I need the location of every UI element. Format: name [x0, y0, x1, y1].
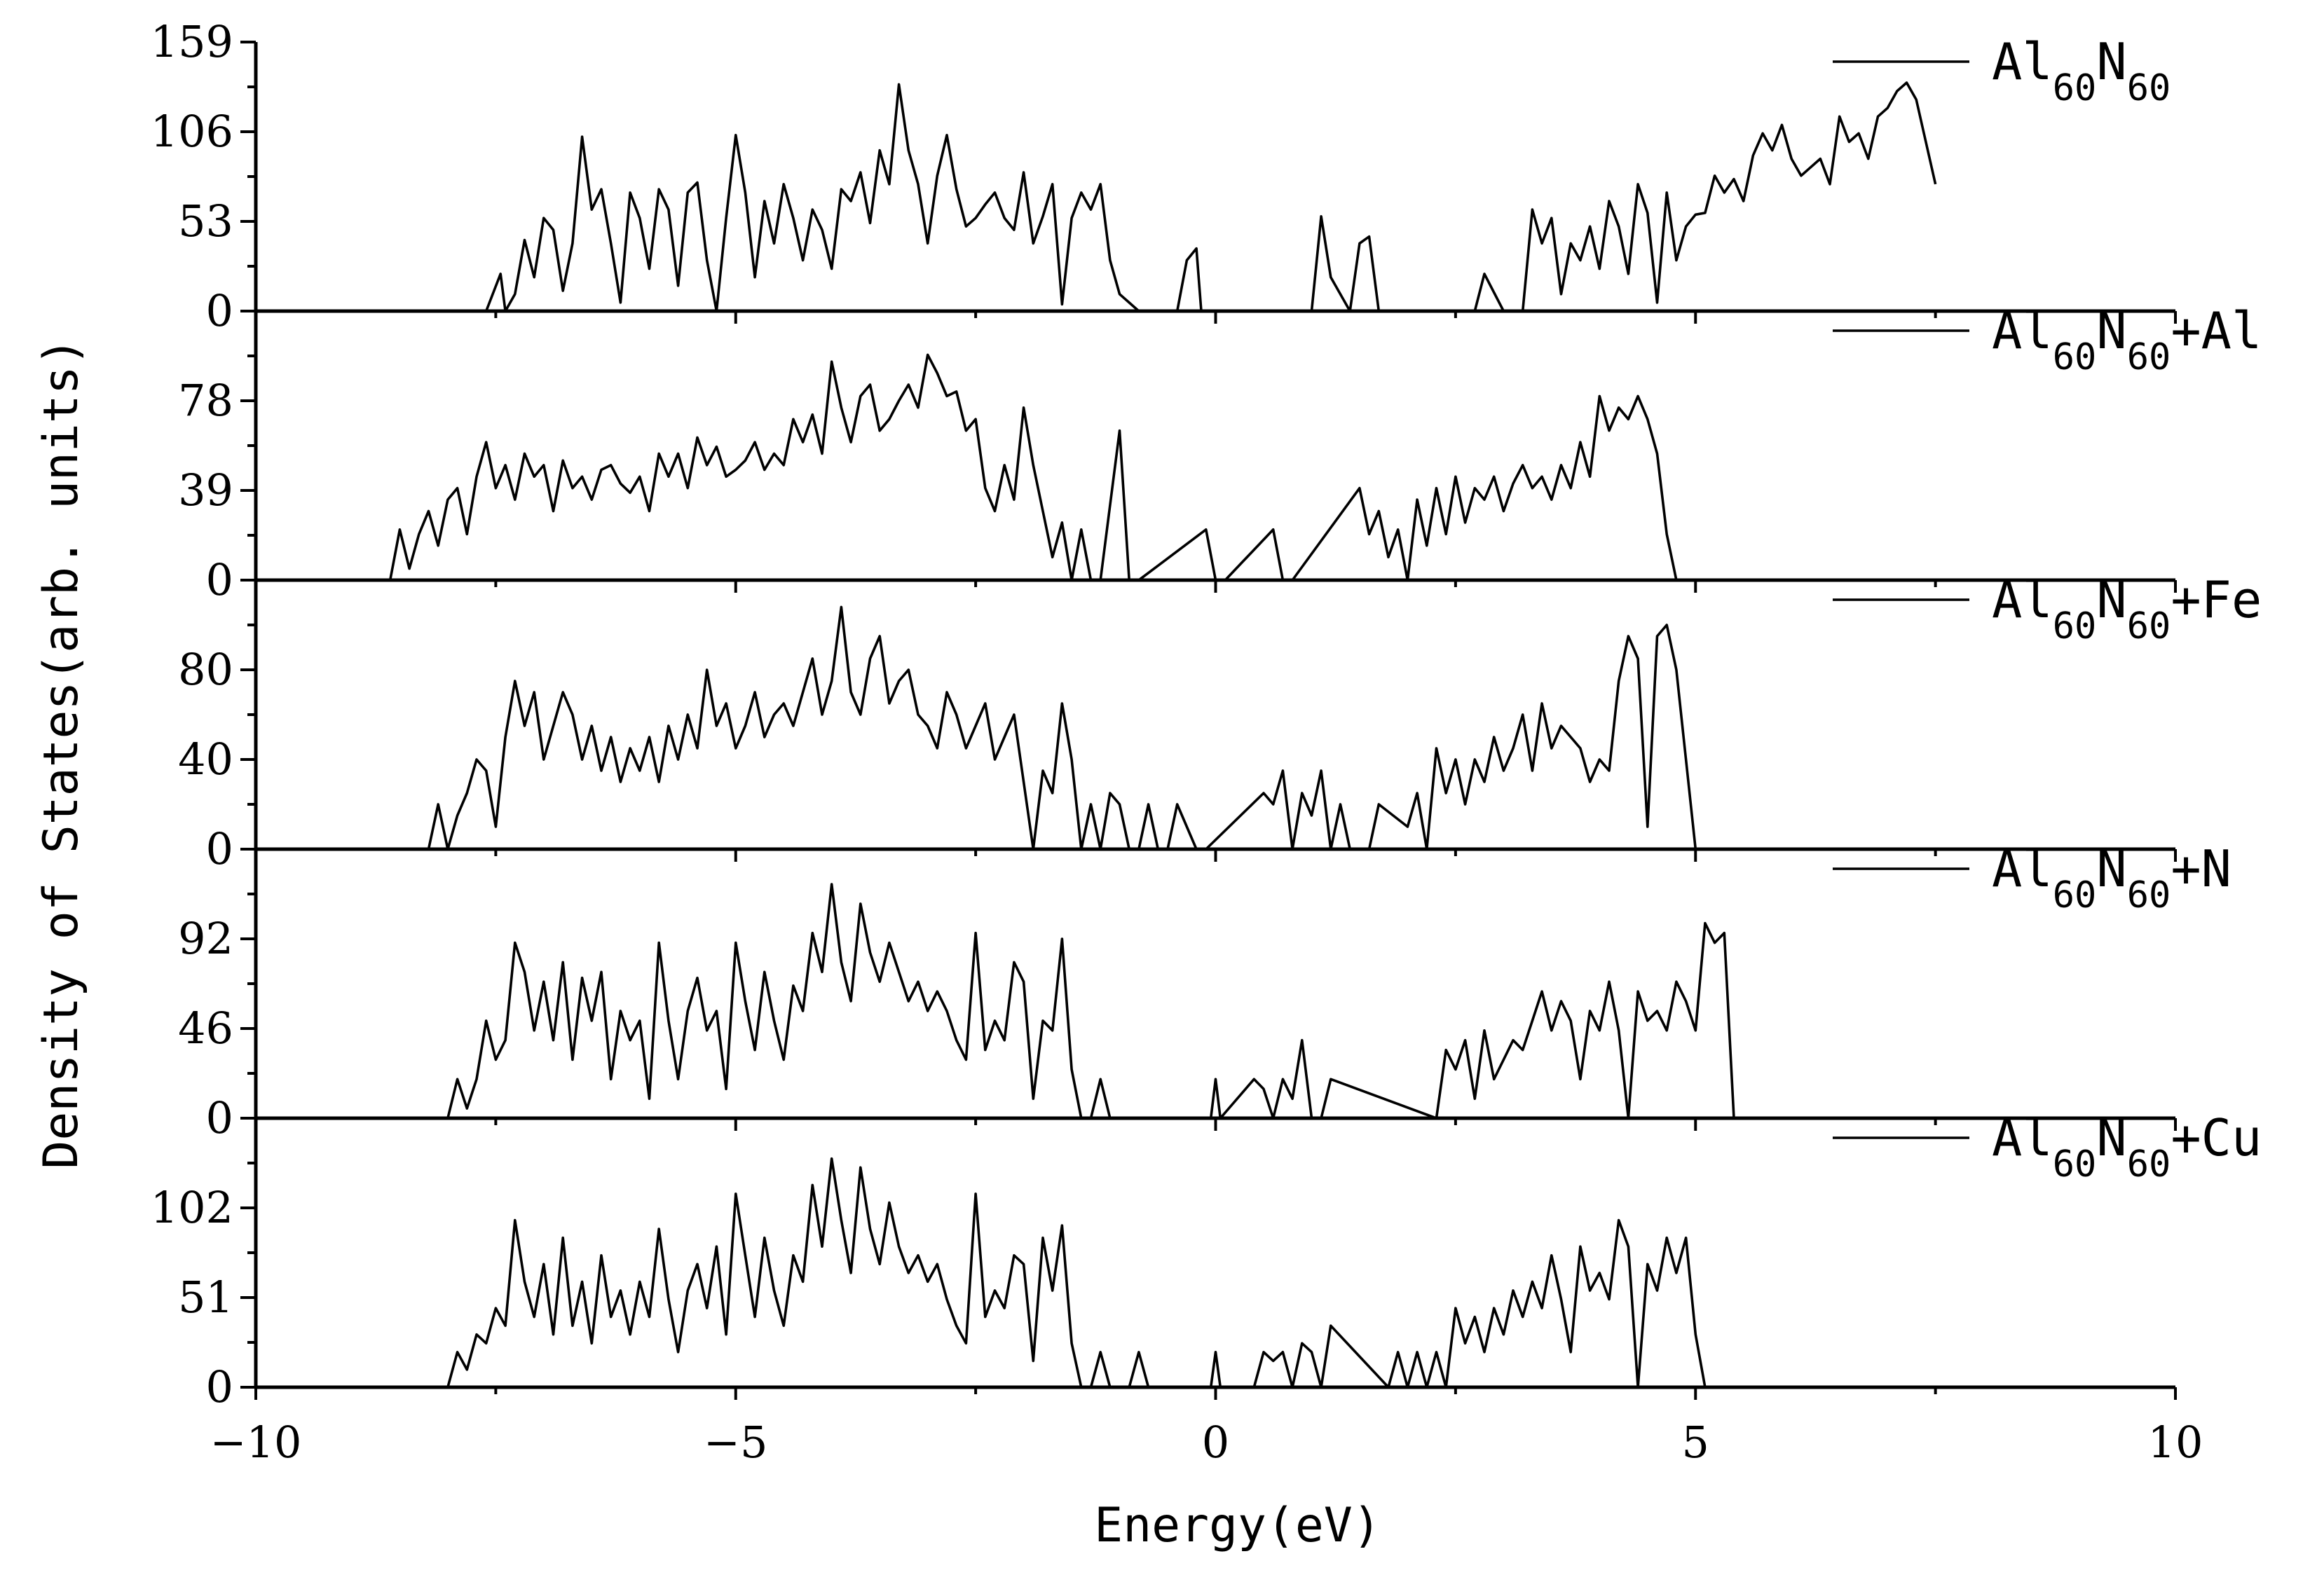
y-tick-label: 46 — [178, 1003, 233, 1054]
legend-subscript: 60 — [2053, 1143, 2097, 1185]
y-tick-label: 0 — [206, 823, 233, 874]
y-axis-title: Density of States(arb. units) — [34, 337, 89, 1169]
legend-text-part: N — [2096, 301, 2126, 360]
legend-subscript: 60 — [2127, 67, 2171, 109]
legend-text-part: N — [2096, 32, 2126, 91]
legend-subscript: 60 — [2053, 874, 2097, 916]
legend-subscript: 60 — [2053, 336, 2097, 378]
y-tick-label: 0 — [206, 1361, 233, 1412]
y-tick-label: 0 — [206, 554, 233, 605]
legend-text-part: +Cu — [2171, 1108, 2262, 1167]
legend-subscript: 60 — [2127, 874, 2171, 916]
legend-label: Al60N60+Cu — [1992, 1108, 2262, 1185]
legend-text-part: N — [2096, 570, 2126, 629]
legend-subscript: 60 — [2127, 336, 2171, 378]
legend-subscript: 60 — [2127, 1143, 2171, 1185]
legend-text-part: N — [2096, 1108, 2126, 1167]
x-tick-label: −5 — [704, 1417, 767, 1468]
x-tick-label: 5 — [1682, 1417, 1709, 1468]
y-tick-label: 0 — [206, 1092, 233, 1143]
x-tick-label: 0 — [1202, 1417, 1229, 1468]
y-tick-label: 53 — [178, 195, 233, 247]
panel-4-dos-line — [446, 883, 1763, 1120]
legend-subscript: 60 — [2127, 605, 2171, 647]
legend-text-part: +N — [2171, 839, 2231, 898]
y-tick-label: 51 — [178, 1272, 233, 1323]
x-tick-label: 10 — [2148, 1417, 2203, 1468]
legend-text-part: Al — [1992, 839, 2053, 898]
x-tick-label: −10 — [210, 1417, 302, 1468]
y-tick-label: 102 — [151, 1182, 233, 1233]
y-tick-label: 159 — [151, 16, 233, 67]
panel-3-dos-line — [427, 605, 1725, 851]
legend-text-part: Al — [1992, 301, 2053, 360]
legend-text-part: Al — [1992, 32, 2053, 91]
legend-label: Al60N60+N — [1992, 839, 2231, 916]
x-axis: −10 −5 0 5 10 — [210, 1417, 2203, 1468]
x-axis-title: Energy(eV) — [1094, 1498, 1381, 1553]
legend-text-part: +Al — [2171, 301, 2262, 360]
legend-label: Al60N60 — [1992, 32, 2171, 109]
y-tick-label: 40 — [178, 734, 233, 785]
legend-label: Al60N60+Fe — [1992, 570, 2262, 647]
y-tick-label: 0 — [206, 285, 233, 336]
panel-1-dos-line — [485, 81, 1937, 312]
y-tick-label: 39 — [178, 465, 233, 516]
legend-subscript: 60 — [2053, 605, 2097, 647]
y-tick-label: 106 — [151, 106, 233, 157]
legend-label: Al60N60+Al — [1992, 301, 2262, 378]
y-tick-label: 80 — [178, 644, 233, 695]
legend-text-part: Al — [1992, 570, 2053, 629]
panel-5-dos-line — [446, 1157, 1707, 1389]
legend-text-part: N — [2096, 839, 2126, 898]
panel-2-dos-line — [388, 353, 1686, 582]
y-tick-label: 92 — [178, 913, 233, 964]
legend-text-part: Al — [1992, 1108, 2053, 1167]
legend-subscript: 60 — [2053, 67, 2097, 109]
legend-text-part: +Fe — [2171, 570, 2262, 629]
y-tick-label: 78 — [178, 375, 233, 426]
